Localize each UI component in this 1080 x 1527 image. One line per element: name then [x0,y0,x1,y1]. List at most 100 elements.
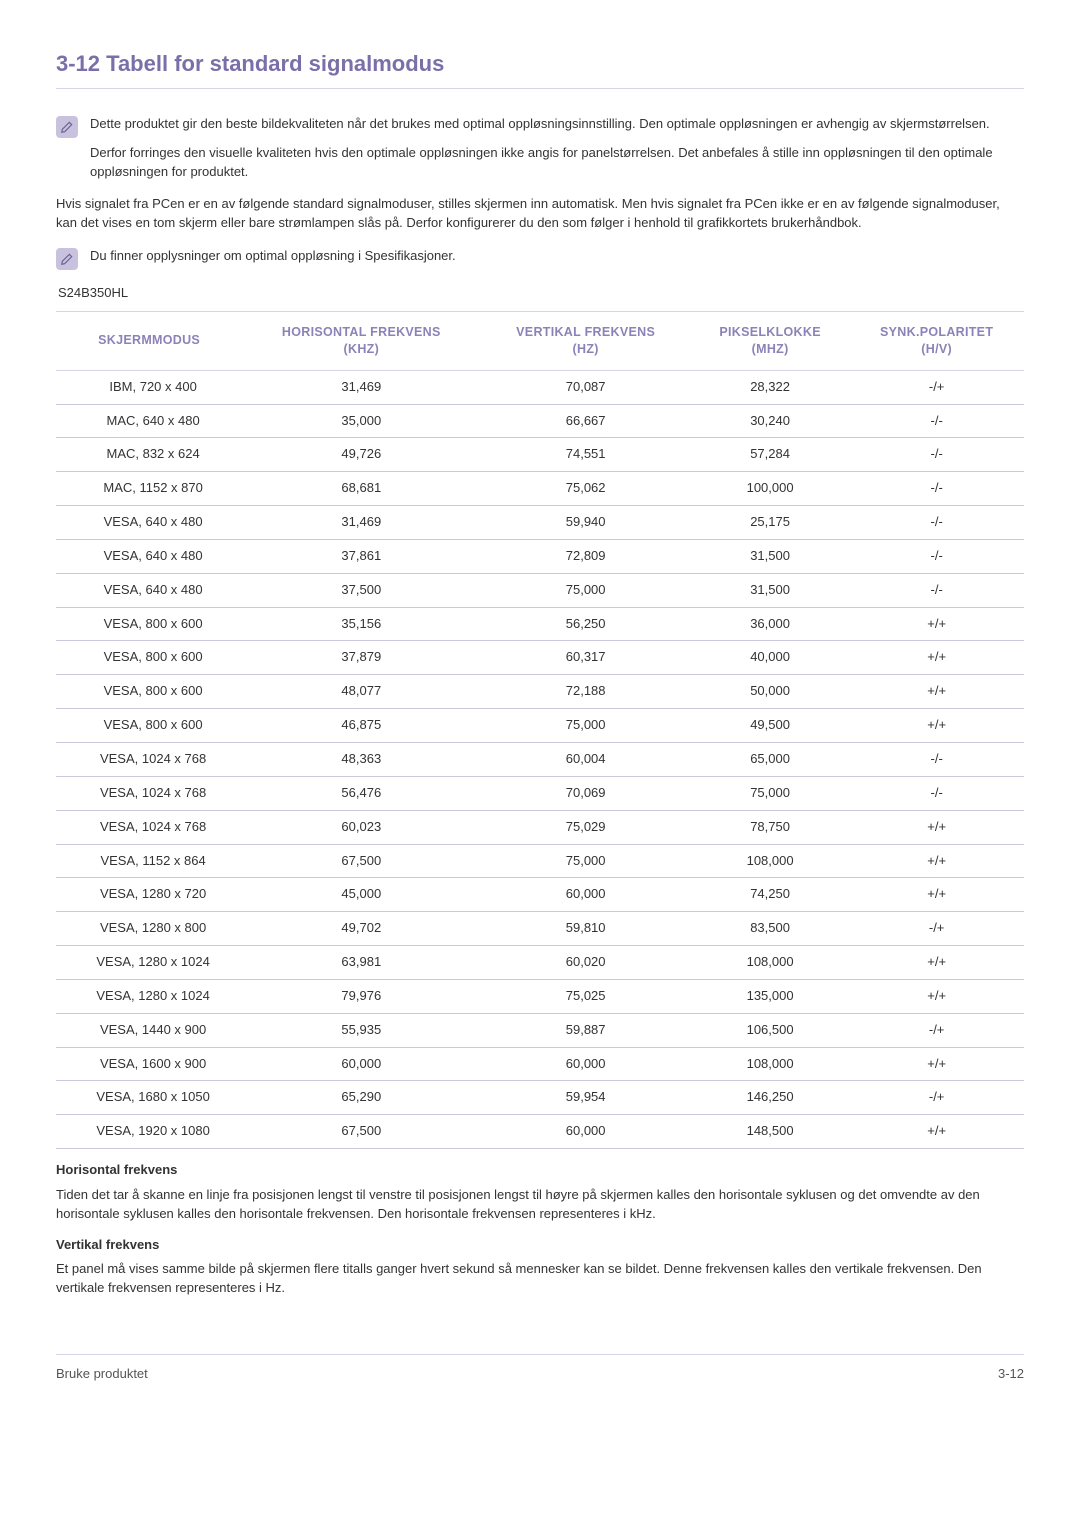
table-cell: VESA, 1152 x 864 [56,844,242,878]
table-cell: 37,861 [242,539,480,573]
table-cell: 148,500 [691,1115,849,1149]
table-header: SKJERMMODUS [56,311,242,370]
table-row: MAC, 832 x 62449,72674,55157,284-/- [56,438,1024,472]
table-cell: +/+ [849,607,1024,641]
table-cell: 35,000 [242,404,480,438]
table-cell: +/+ [849,709,1024,743]
table-cell: -/- [849,776,1024,810]
table-row: VESA, 1680 x 105065,29059,954146,250-/+ [56,1081,1024,1115]
table-cell: 135,000 [691,979,849,1013]
table-cell: 79,976 [242,979,480,1013]
table-cell: VESA, 1024 x 768 [56,810,242,844]
table-cell: +/+ [849,979,1024,1013]
table-cell: 67,500 [242,844,480,878]
table-cell: 72,809 [480,539,691,573]
table-cell: +/+ [849,1115,1024,1149]
note-icon [56,116,78,138]
table-cell: 75,000 [480,709,691,743]
table-cell: MAC, 640 x 480 [56,404,242,438]
table-row: VESA, 1600 x 90060,00060,000108,000+/+ [56,1047,1024,1081]
table-cell: 37,500 [242,573,480,607]
table-cell: 46,875 [242,709,480,743]
table-row: VESA, 1024 x 76860,02375,02978,750+/+ [56,810,1024,844]
table-cell: VESA, 1280 x 1024 [56,946,242,980]
table-cell: 108,000 [691,1047,849,1081]
table-cell: -/+ [849,1013,1024,1047]
table-cell: 100,000 [691,472,849,506]
table-cell: 35,156 [242,607,480,641]
table-cell: 56,476 [242,776,480,810]
table-cell: 56,250 [480,607,691,641]
table-cell: 65,290 [242,1081,480,1115]
note-text: Dette produktet gir den beste bildekvali… [90,115,1024,182]
table-cell: -/- [849,539,1024,573]
table-cell: 108,000 [691,946,849,980]
table-row: VESA, 1920 x 108067,50060,000148,500+/+ [56,1115,1024,1149]
table-cell: 31,469 [242,506,480,540]
table-cell: 59,810 [480,912,691,946]
table-cell: 60,020 [480,946,691,980]
table-cell: VESA, 800 x 600 [56,607,242,641]
table-cell: +/+ [849,946,1024,980]
table-cell: MAC, 832 x 624 [56,438,242,472]
table-cell: IBM, 720 x 400 [56,370,242,404]
table-cell: 45,000 [242,878,480,912]
table-cell: 31,500 [691,539,849,573]
table-cell: VESA, 1680 x 1050 [56,1081,242,1115]
table-cell: -/- [849,573,1024,607]
table-row: VESA, 800 x 60046,87575,00049,500+/+ [56,709,1024,743]
table-cell: 60,000 [480,1047,691,1081]
table-cell: 50,000 [691,675,849,709]
note-block-1: Dette produktet gir den beste bildekvali… [56,115,1024,182]
table-cell: VESA, 1600 x 900 [56,1047,242,1081]
table-cell: 60,000 [480,878,691,912]
table-cell: 48,363 [242,742,480,776]
table-cell: VESA, 800 x 600 [56,709,242,743]
table-cell: 75,062 [480,472,691,506]
table-cell: VESA, 800 x 600 [56,675,242,709]
table-cell: VESA, 1920 x 1080 [56,1115,242,1149]
table-cell: 40,000 [691,641,849,675]
table-row: VESA, 1280 x 102463,98160,020108,000+/+ [56,946,1024,980]
table-cell: 37,879 [242,641,480,675]
table-row: VESA, 1280 x 72045,00060,00074,250+/+ [56,878,1024,912]
table-cell: -/- [849,438,1024,472]
table-cell: +/+ [849,1047,1024,1081]
table-cell: VESA, 1440 x 900 [56,1013,242,1047]
table-cell: 75,000 [480,844,691,878]
table-cell: VESA, 1280 x 720 [56,878,242,912]
table-cell: 25,175 [691,506,849,540]
table-cell: 31,469 [242,370,480,404]
table-header: VERTIKAL FREKVENS(HZ) [480,311,691,370]
table-cell: 83,500 [691,912,849,946]
table-cell: VESA, 640 x 480 [56,506,242,540]
table-cell: 74,250 [691,878,849,912]
table-row: VESA, 1280 x 80049,70259,81083,500-/+ [56,912,1024,946]
table-row: VESA, 1280 x 102479,97675,025135,000+/+ [56,979,1024,1013]
definition-heading: Horisontal frekvens [56,1161,1024,1180]
table-cell: 48,077 [242,675,480,709]
table-cell: 146,250 [691,1081,849,1115]
table-cell: 70,087 [480,370,691,404]
table-cell: +/+ [849,844,1024,878]
table-row: VESA, 800 x 60037,87960,31740,000+/+ [56,641,1024,675]
table-cell: +/+ [849,810,1024,844]
footer-right: 3-12 [998,1365,1024,1384]
table-cell: 49,726 [242,438,480,472]
table-cell: 60,000 [242,1047,480,1081]
table-cell: 60,000 [480,1115,691,1149]
page-footer: Bruke produktet 3-12 [56,1354,1024,1384]
table-cell: 106,500 [691,1013,849,1047]
note-block-2: Du finner opplysninger om optimal oppløs… [56,247,1024,270]
table-cell: 75,000 [480,573,691,607]
table-cell: 70,069 [480,776,691,810]
note-paragraph: Derfor forringes den visuelle kvaliteten… [90,144,1024,182]
table-cell: 78,750 [691,810,849,844]
table-row: VESA, 640 x 48037,50075,00031,500-/- [56,573,1024,607]
section-title: 3-12 Tabell for standard signalmodus [56,48,1024,89]
table-cell: 59,940 [480,506,691,540]
table-header: SYNK.POLARITET(H/V) [849,311,1024,370]
table-cell: 68,681 [242,472,480,506]
note-text: Du finner opplysninger om optimal oppløs… [90,247,456,266]
signal-mode-table: SKJERMMODUSHORISONTAL FREKVENS(KHZ)VERTI… [56,311,1024,1149]
